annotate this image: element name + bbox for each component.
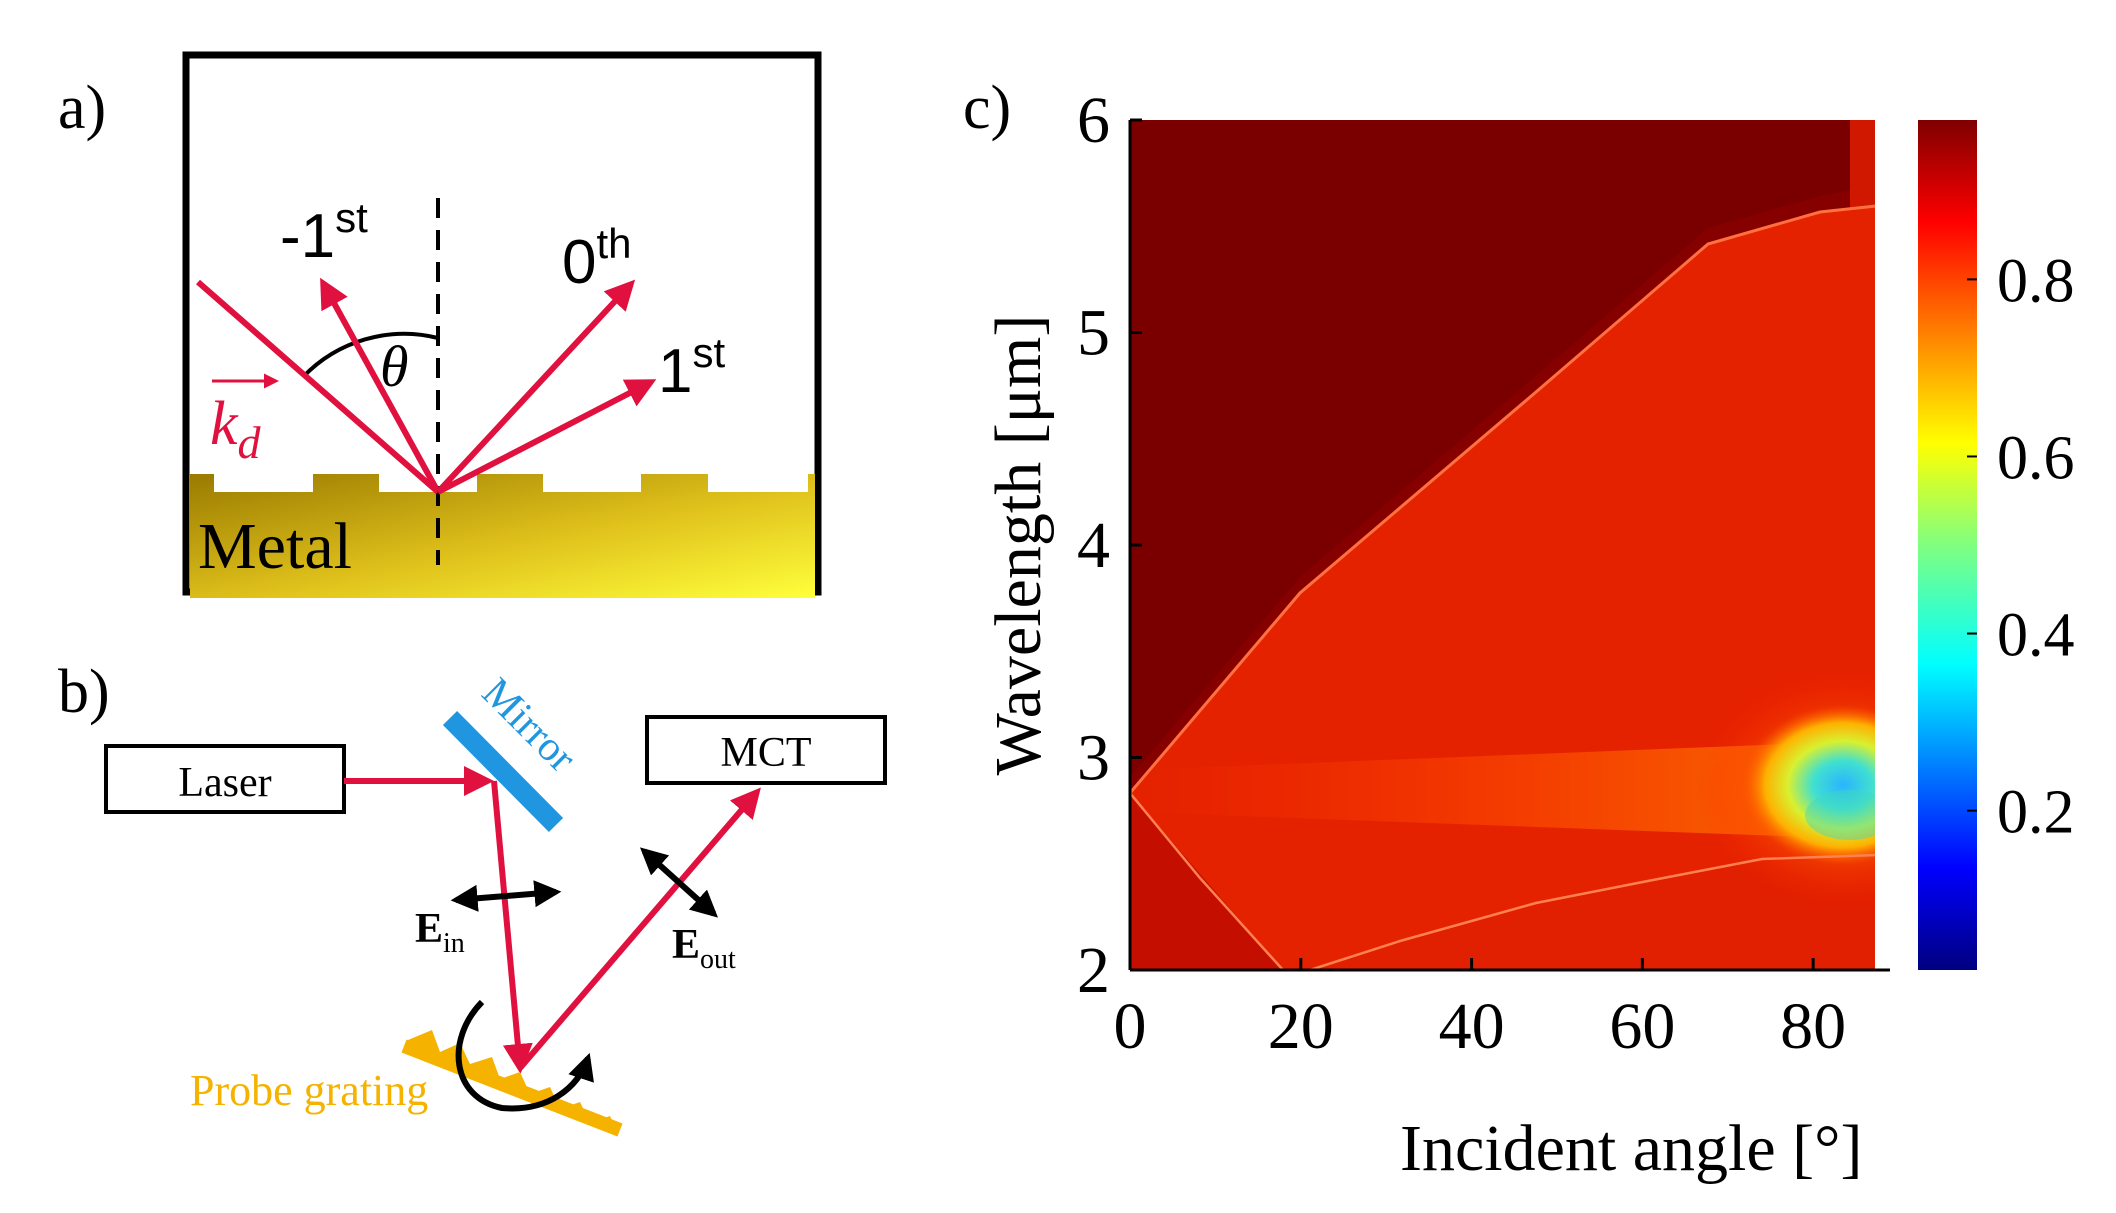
heatmap-dip-lower	[1805, 790, 1890, 840]
mirror	[442, 710, 564, 833]
angle-theta-label: θ	[380, 334, 409, 399]
panel-c: c) 0 20 40 60 80 2 3 4 5 6 Incident angle [°] Wa…	[963, 74, 2075, 1185]
colorbar	[1918, 120, 1977, 970]
x-tick-label: 20	[1268, 990, 1334, 1063]
x-tick-label: 60	[1609, 990, 1675, 1063]
y-tick-label: 5	[1077, 297, 1110, 370]
mct-detector-label: MCT	[720, 730, 811, 776]
probe-grating-base	[401, 1039, 623, 1137]
first-order-label: 1st	[658, 329, 725, 406]
zeroth-order-beam	[435, 279, 636, 495]
colorbar-tick-label: 0.6	[1997, 424, 2075, 492]
e-out-label: Eout	[672, 922, 736, 975]
minus-first-order-beam	[320, 277, 441, 494]
x-tick-label: 80	[1780, 990, 1846, 1063]
rotation-arrow-icon	[455, 999, 594, 1112]
laser-label: Laser	[178, 760, 271, 806]
x-tick-label: 0	[1114, 990, 1147, 1063]
beam-to-detector	[517, 787, 761, 1070]
y-tick-label: 3	[1077, 722, 1110, 795]
probe-grating-label: Probe grating	[190, 1066, 428, 1115]
colorbar-tick-label: 0.4	[1997, 602, 2075, 670]
polarization-out-arrow-icon	[639, 847, 719, 918]
heatmap-unused-edge	[1875, 120, 1890, 970]
heatmap	[1130, 120, 1890, 970]
first-order-beam	[436, 379, 657, 495]
beam-to-grating	[491, 780, 533, 1074]
y-ticks: 2 3 4 5 6	[1077, 84, 1142, 1007]
minus-first-order-label: -1st	[280, 194, 368, 271]
panel-b-label: b)	[58, 658, 110, 726]
y-tick-label: 6	[1077, 84, 1110, 157]
metal-grating	[190, 474, 815, 598]
y-tick-label: 2	[1077, 934, 1110, 1007]
y-axis-label: Wavelength [μm]	[982, 315, 1055, 776]
heatmap-upper-region	[1130, 120, 1890, 793]
heatmap-lower-right-region	[1130, 855, 1890, 970]
e-in-label: Ein	[415, 906, 465, 959]
mct-detector-box	[645, 715, 887, 785]
y-tick-label: 4	[1077, 509, 1110, 582]
panel-a: a) -1st 0th 1st θ kd Metal	[58, 51, 822, 598]
angle-arc	[301, 331, 439, 379]
zeroth-order-label: 0th	[562, 220, 632, 297]
panel-b: b) Laser MCT Mirror Probe grating Ein Eo…	[58, 658, 887, 1137]
x-ticks: 0 20 40 60 80	[1114, 958, 1846, 1063]
colorbar-ticks: 0.2 0.4 0.6 0.8	[1967, 247, 2075, 847]
panel-c-label: c)	[963, 74, 1011, 142]
laser-box	[104, 744, 346, 814]
x-axis-label: Incident angle [°]	[1400, 1112, 1863, 1185]
polarization-in-arrow-icon	[450, 880, 562, 912]
wavevector-label: kd	[210, 390, 262, 468]
plus-first-order-line	[1130, 792, 1284, 970]
incident-beam	[196, 279, 440, 495]
heatmap-dip	[1743, 705, 1890, 865]
colorbar-tick-label: 0.8	[1997, 247, 2075, 315]
panel-a-label: a)	[58, 74, 106, 142]
metal-label: Metal	[198, 510, 352, 583]
colorbar-tick-label: 0.2	[1997, 779, 2075, 847]
x-tick-label: 40	[1439, 990, 1505, 1063]
